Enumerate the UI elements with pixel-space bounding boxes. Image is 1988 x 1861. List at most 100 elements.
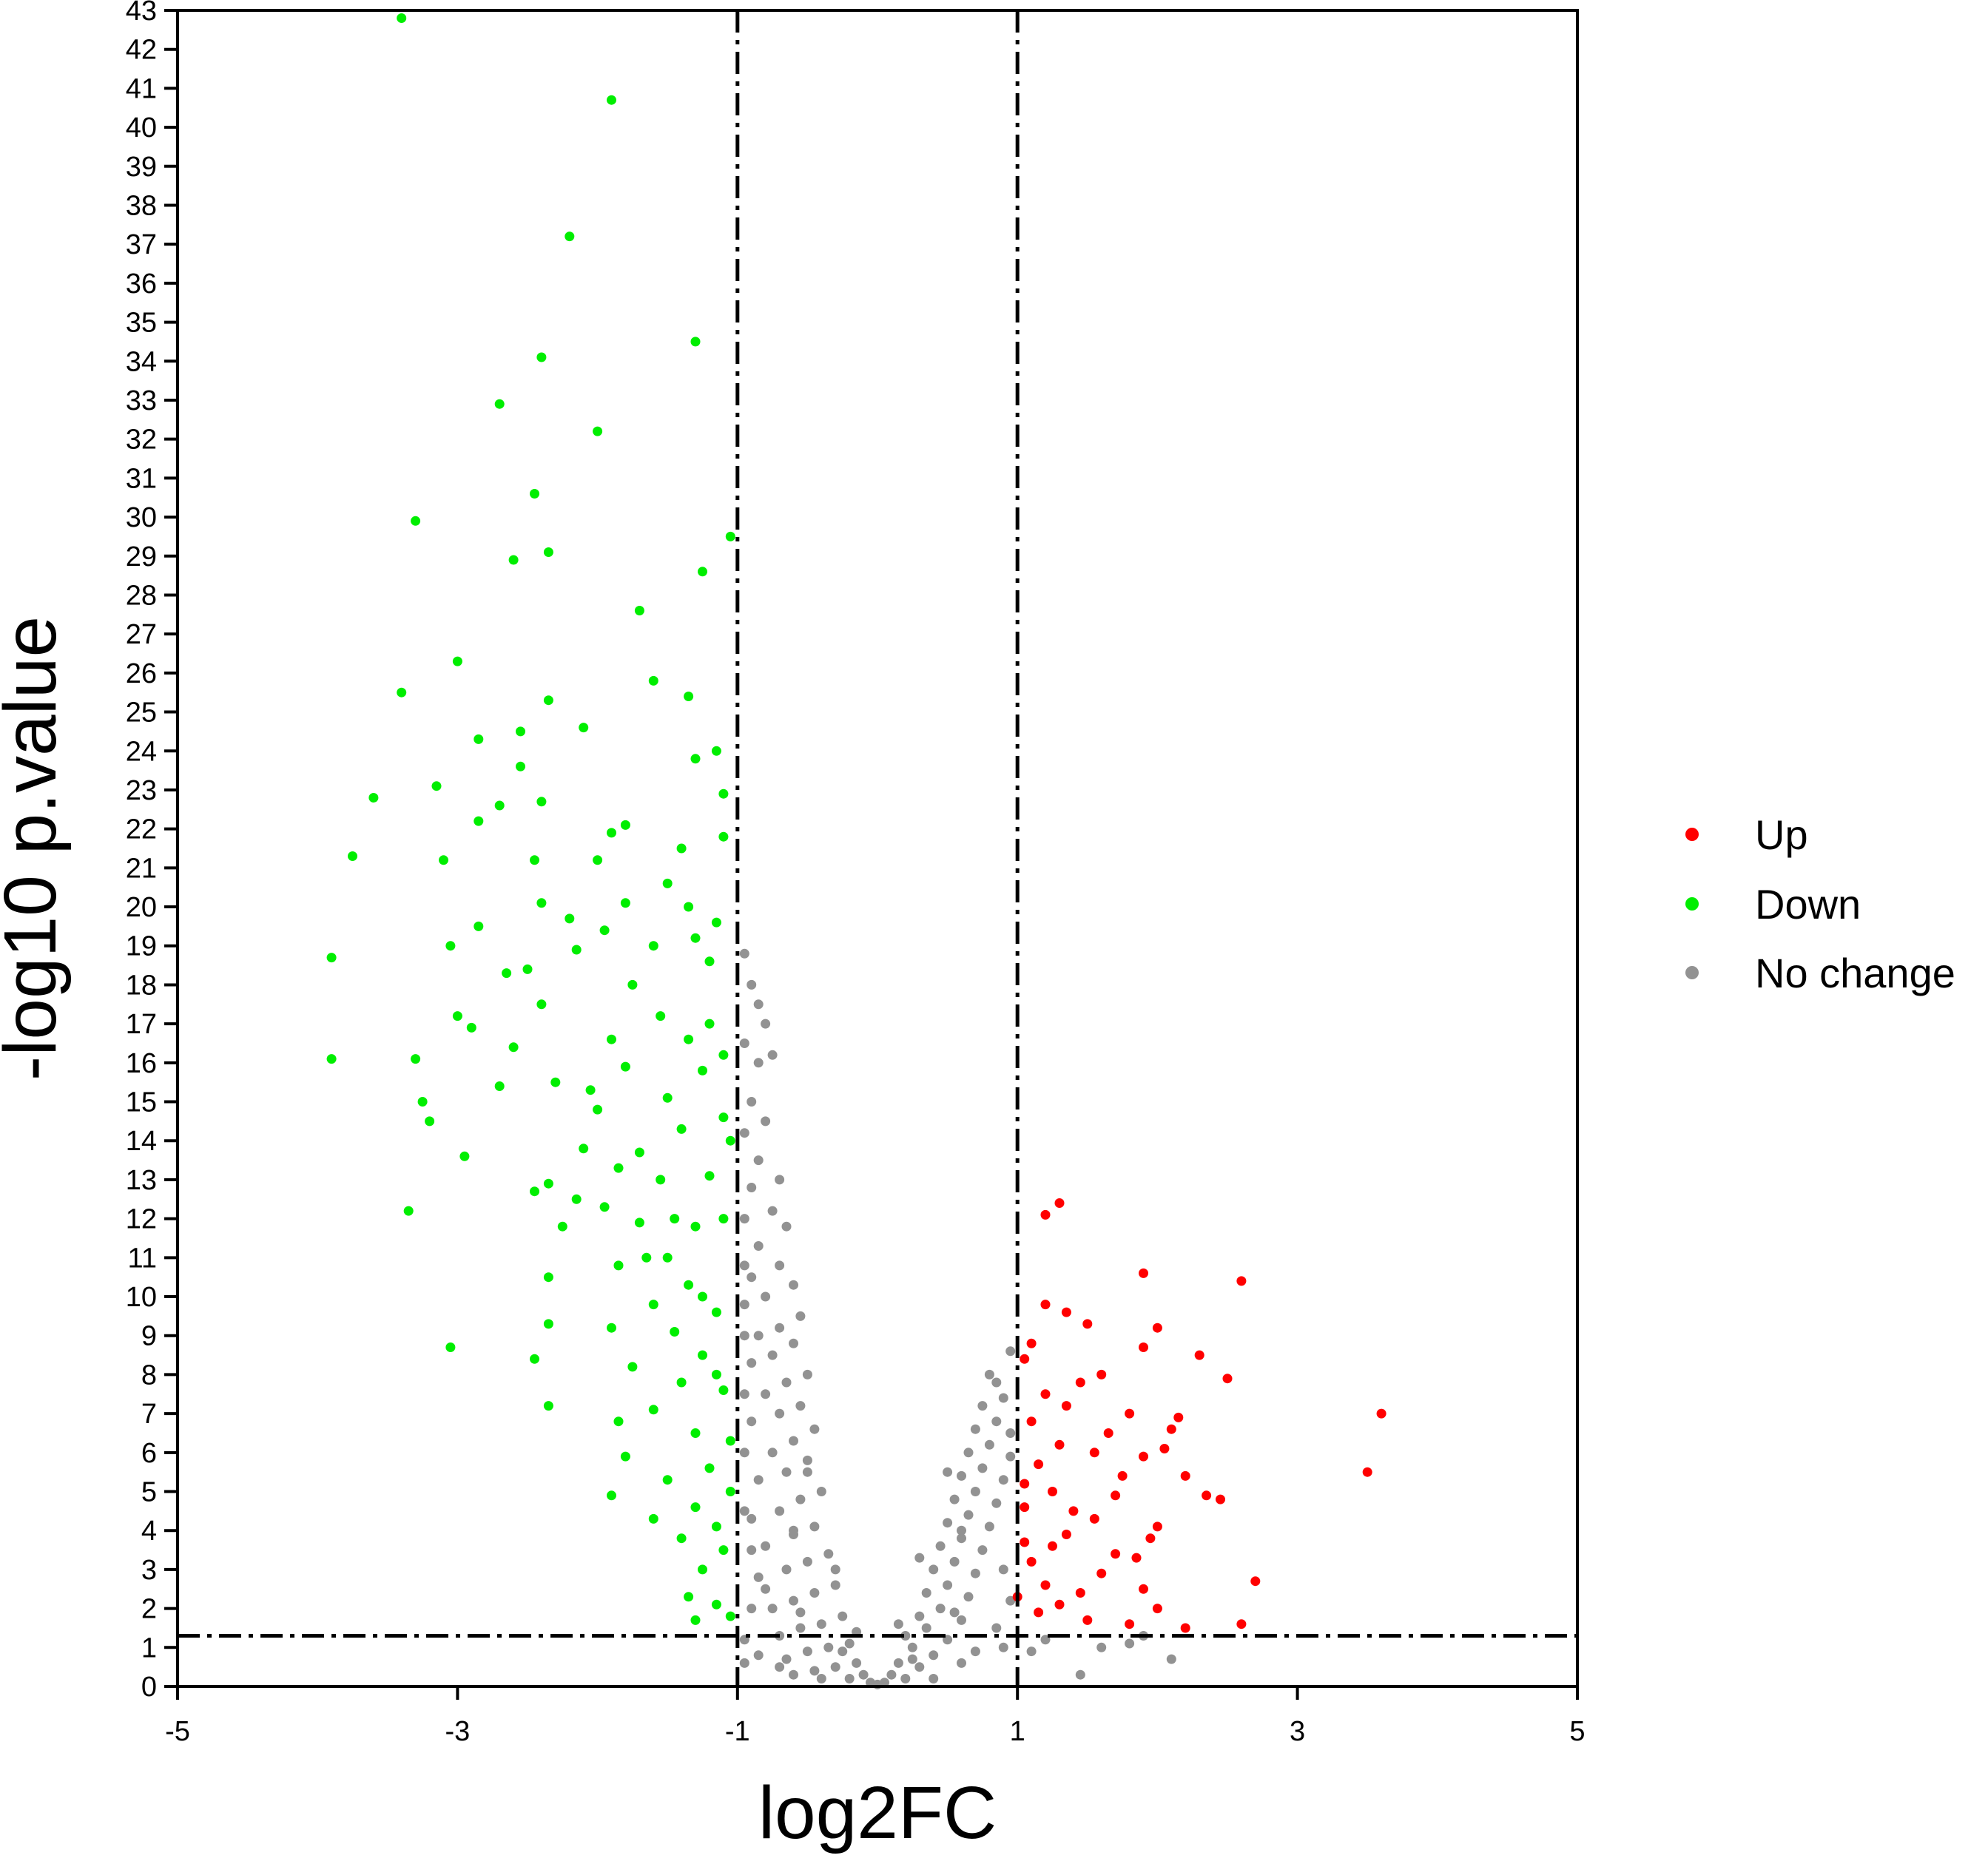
point-no-change-92 bbox=[943, 1518, 953, 1528]
y-tick-label-27: 27 bbox=[126, 619, 157, 650]
y-tick-label-15: 15 bbox=[126, 1087, 157, 1118]
point-down-128 bbox=[585, 1085, 596, 1095]
point-down-30 bbox=[620, 820, 630, 830]
y-tick-label-4: 4 bbox=[141, 1516, 157, 1547]
point-no-change-110 bbox=[1005, 1346, 1016, 1357]
point-down-39 bbox=[662, 878, 673, 888]
point-down-122 bbox=[718, 1214, 729, 1224]
point-down-86 bbox=[662, 1252, 673, 1263]
point-no-change-28 bbox=[802, 1369, 812, 1379]
point-down-103 bbox=[613, 1416, 624, 1427]
point-up-34 bbox=[1250, 1576, 1261, 1587]
point-down-21 bbox=[474, 734, 484, 744]
point-down-124 bbox=[711, 1369, 721, 1379]
point-no-change-7 bbox=[747, 1097, 757, 1107]
point-up-44 bbox=[1117, 1470, 1128, 1481]
point-no-change-30 bbox=[761, 1389, 771, 1399]
x-tick-label-0: -5 bbox=[165, 1716, 190, 1747]
point-down-68 bbox=[662, 1092, 673, 1103]
legend-item-up: Up bbox=[1685, 811, 1808, 858]
y-tick-label-21: 21 bbox=[126, 853, 157, 884]
y-tick-label-2: 2 bbox=[141, 1594, 157, 1625]
point-down-70 bbox=[417, 1097, 428, 1107]
point-no-change-32 bbox=[775, 1408, 785, 1419]
point-up-8 bbox=[1152, 1323, 1162, 1333]
y-tick-label-29: 29 bbox=[126, 541, 157, 573]
point-down-59 bbox=[466, 1022, 476, 1033]
legend-item-down: Down bbox=[1685, 881, 1861, 928]
point-no-change-71 bbox=[886, 1669, 897, 1680]
point-no-change-62 bbox=[781, 1654, 792, 1664]
x-tick-label-1: -3 bbox=[445, 1716, 471, 1747]
point-down-8 bbox=[411, 516, 421, 526]
point-no-change-100 bbox=[998, 1475, 1008, 1485]
point-down-15 bbox=[648, 675, 658, 686]
point-no-change-24 bbox=[753, 1331, 764, 1341]
point-no-change-66 bbox=[858, 1669, 869, 1680]
point-up-38 bbox=[1180, 1623, 1190, 1633]
point-up-43 bbox=[1103, 1428, 1113, 1438]
point-down-129 bbox=[571, 1194, 582, 1204]
point-no-change-38 bbox=[781, 1467, 792, 1477]
point-down-54 bbox=[522, 964, 533, 974]
point-down-75 bbox=[579, 1144, 589, 1154]
point-no-change-114 bbox=[991, 1623, 1002, 1633]
point-up-21 bbox=[1089, 1448, 1099, 1458]
point-down-131 bbox=[698, 1065, 707, 1075]
point-down-50 bbox=[571, 945, 582, 955]
y-tick-label-32: 32 bbox=[126, 425, 157, 456]
point-down-91 bbox=[711, 1307, 721, 1317]
point-down-53 bbox=[627, 979, 638, 990]
point-no-change-14 bbox=[739, 1214, 749, 1224]
point-no-change-96 bbox=[970, 1487, 980, 1496]
point-no-change-84 bbox=[943, 1580, 953, 1590]
point-down-99 bbox=[676, 1377, 687, 1388]
threshold-lines bbox=[178, 10, 1577, 1686]
point-down-1 bbox=[607, 95, 616, 105]
point-no-change-108 bbox=[998, 1393, 1008, 1403]
point-down-11 bbox=[543, 547, 553, 557]
point-no-change-104 bbox=[970, 1424, 980, 1434]
point-no-change-23 bbox=[775, 1323, 785, 1333]
point-no-change-109 bbox=[984, 1369, 994, 1379]
point-no-change-10 bbox=[753, 1155, 764, 1166]
y-tick-label-26: 26 bbox=[126, 658, 157, 689]
y-tick-label-6: 6 bbox=[141, 1438, 157, 1469]
point-up-33 bbox=[1139, 1584, 1148, 1594]
y-tick-label-0: 0 bbox=[141, 1672, 157, 1703]
point-up-15 bbox=[1096, 1369, 1107, 1379]
point-no-change-136 bbox=[1026, 1646, 1037, 1657]
point-down-46 bbox=[474, 921, 484, 931]
point-down-24 bbox=[516, 761, 525, 771]
point-down-90 bbox=[648, 1300, 658, 1310]
point-down-7 bbox=[530, 489, 539, 499]
point-up-52 bbox=[1089, 1513, 1099, 1524]
point-no-change-90 bbox=[957, 1533, 966, 1544]
point-down-63 bbox=[326, 1054, 337, 1064]
point-up-57 bbox=[1020, 1537, 1030, 1547]
point-no-change-94 bbox=[984, 1521, 994, 1532]
point-no-change-97 bbox=[991, 1498, 1002, 1508]
y-axis: 0123456789101112131415161718192021222324… bbox=[126, 0, 178, 1703]
point-no-change-48 bbox=[802, 1556, 812, 1567]
point-down-29 bbox=[494, 800, 505, 811]
y-tick-label-19: 19 bbox=[126, 931, 157, 962]
point-no-change-3 bbox=[761, 1019, 771, 1029]
point-no-change-147 bbox=[893, 1619, 903, 1629]
point-no-change-149 bbox=[957, 1525, 966, 1536]
point-no-change-86 bbox=[929, 1564, 939, 1575]
point-down-52 bbox=[502, 968, 512, 979]
point-down-31 bbox=[474, 816, 484, 826]
point-no-change-21 bbox=[739, 1300, 749, 1310]
data-points-layer bbox=[326, 13, 1386, 1689]
point-down-2 bbox=[565, 232, 575, 242]
y-tick-label-17: 17 bbox=[126, 1009, 157, 1040]
point-up-39 bbox=[1236, 1619, 1247, 1629]
point-no-change-125 bbox=[747, 1545, 757, 1556]
point-down-38 bbox=[607, 828, 616, 838]
point-up-48 bbox=[1131, 1553, 1142, 1563]
point-up-50 bbox=[1075, 1588, 1085, 1598]
point-down-26 bbox=[368, 793, 379, 803]
point-down-0 bbox=[397, 13, 407, 23]
point-up-55 bbox=[1061, 1401, 1071, 1411]
